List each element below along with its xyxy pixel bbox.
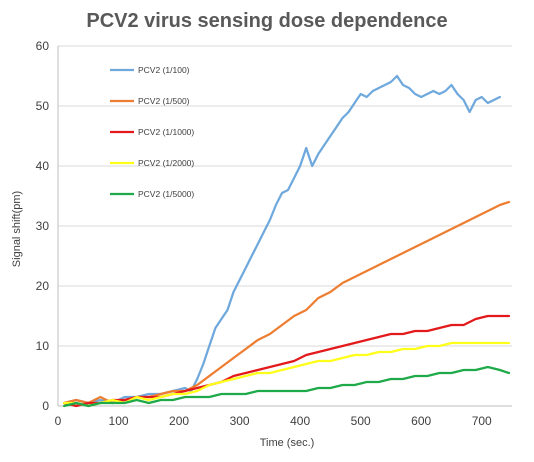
series-line-4 [62, 341, 511, 408]
x-tick-label: 300 [230, 414, 250, 428]
y-tick-label: 40 [36, 159, 50, 173]
legend-label-2: PCV2 (1/500) [138, 96, 190, 106]
y-tick-label: 0 [42, 399, 49, 413]
series-line-3 [62, 314, 511, 408]
series-line-5 [62, 365, 511, 408]
x-axis-label: Time (sec.) [260, 437, 315, 449]
x-tick-label: 0 [55, 414, 62, 428]
legend-label-4: PCV2 (1/2000) [138, 158, 194, 168]
series-lines [62, 74, 511, 408]
legend-label-3: PCV2 (1/1000) [138, 127, 194, 137]
x-tick-label: 400 [290, 414, 310, 428]
x-tick-label: 600 [411, 414, 431, 428]
y-tick-label: 60 [36, 39, 50, 53]
y-tick-label: 20 [36, 279, 50, 293]
series-line-1 [62, 74, 502, 405]
y-tick-label: 10 [36, 339, 50, 353]
y-tick-label: 30 [36, 219, 50, 233]
y-tick-label: 50 [36, 99, 50, 113]
legend-label-1: PCV2 (1/100) [138, 65, 190, 75]
y-axis-label: Signal shift(pm) [11, 191, 23, 267]
chart-title: PCV2 virus sensing dose dependence [86, 10, 448, 32]
x-tick-label: 700 [472, 414, 492, 428]
legend-label-5: PCV2 (1/5000) [138, 189, 194, 199]
x-tick-label: 100 [109, 414, 129, 428]
legend: PCV2 (1/100) PCV2 (1/500) PCV2 (1/1000) PCV… [110, 65, 194, 199]
x-tick-label: 200 [169, 414, 189, 428]
x-tick-label: 500 [351, 414, 371, 428]
